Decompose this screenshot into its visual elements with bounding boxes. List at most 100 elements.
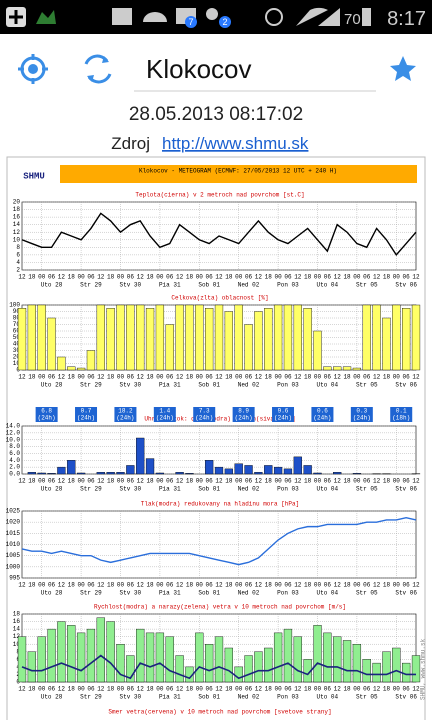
x-tick-label: 12 [255,582,263,589]
day-label: Stv 06 [395,486,417,493]
y-tick-label: 20 [13,199,21,206]
bar [313,330,322,371]
bar [155,472,165,475]
x-tick-label: 00 [353,274,361,281]
x-tick-label: 12 [412,478,420,485]
x-tick-label: 12 [334,582,342,589]
y-tick-label: 2.0 [9,464,20,471]
bar [136,437,145,475]
x-tick-label: 12 [294,274,302,281]
bar [57,621,66,683]
x-tick-label: 06 [127,582,135,589]
y-tick-label: 6.0 [9,450,20,457]
x-tick-label: 00 [393,274,401,281]
bar [323,632,332,683]
x-tick-label: 12 [215,374,223,381]
x-tick-label: 06 [363,582,371,589]
x-tick-label: 12 [373,478,381,485]
x-tick-label: 12 [18,374,26,381]
x-tick-label: 00 [314,686,322,693]
x-tick-label: 12 [412,374,420,381]
bar [333,472,342,475]
x-tick-label: 00 [314,274,322,281]
y-tick-label: 8.0 [9,443,20,450]
bar [185,304,194,371]
day-label: Uto 28 [41,590,63,597]
x-tick-label: 12 [137,374,145,381]
contact-icon [206,8,218,20]
x-tick-label: 06 [403,478,411,485]
x-tick-label: 00 [353,582,361,589]
y-tick-label: 16 [13,214,21,221]
x-tick-label: 06 [403,274,411,281]
add-plus [9,10,23,24]
x-tick-label: 12 [373,274,381,281]
bar [273,632,283,683]
x-tick-label: 06 [284,274,292,281]
bar [106,472,115,475]
x-tick-label: 06 [284,478,292,485]
bar [313,625,322,683]
bar [293,456,302,475]
favorite-button[interactable] [390,56,416,81]
bar [155,632,165,683]
x-tick-label: 00 [38,582,46,589]
x-tick-label: 00 [353,686,361,693]
badge-count: 7 [188,17,193,27]
x-tick-label: 18 [343,478,351,485]
y-tick-label: 20 [13,354,21,361]
x-tick-label: 18 [304,274,312,281]
total-value: 8.9 [238,408,249,415]
x-tick-label: 06 [87,374,95,381]
y-tick-label: 995 [9,575,20,582]
bar [165,324,174,371]
x-tick-label: 18 [225,686,233,693]
x-tick-label: 18 [265,686,273,693]
bar [175,304,184,371]
total-box [35,407,58,422]
x-tick-label: 18 [28,582,36,589]
bar [175,472,184,475]
bar [57,356,66,371]
day-label: Ned 02 [238,382,260,389]
day-label: Str 29 [80,694,102,701]
x-tick-label: 12 [255,274,263,281]
total-value: 0.6 [317,408,328,415]
bar [27,472,36,475]
x-tick-label: 18 [28,478,36,485]
day-label: Sob 01 [198,590,220,597]
x-tick-label: 12 [294,582,302,589]
day-label: Pia 31 [159,590,181,597]
bar [313,472,322,475]
bar [27,651,36,683]
x-tick-label: 18 [265,478,273,485]
x-tick-label: 06 [363,374,371,381]
day-label: Uto 28 [41,382,63,389]
badge-count: 2 [222,17,227,27]
x-tick-label: 06 [48,582,56,589]
x-tick-label: 12 [58,274,66,281]
x-tick-label: 12 [137,582,145,589]
total-period: (24h) [116,415,134,422]
y-tick-label: 1000 [6,563,21,570]
x-tick-label: 06 [166,374,174,381]
x-tick-label: 18 [186,374,194,381]
x-tick-label: 06 [87,274,95,281]
bar [283,628,293,683]
logo: SHMU [23,171,45,181]
source-link[interactable]: http://www.shmu.sk [162,134,309,153]
bar [126,304,135,371]
x-tick-label: 12 [176,686,184,693]
day-label: Pon 03 [277,282,299,289]
day-label: Ned 02 [238,590,260,597]
x-tick-label: 00 [77,686,85,693]
x-tick-label: 18 [186,274,194,281]
bar [333,636,342,683]
day-label: Str 05 [356,590,378,597]
x-tick-label: 06 [48,686,56,693]
day-label: Stv 30 [120,694,142,701]
bar [86,350,96,371]
total-value: 0.7 [81,408,92,415]
bar [136,304,145,371]
x-tick-label: 12 [97,582,105,589]
